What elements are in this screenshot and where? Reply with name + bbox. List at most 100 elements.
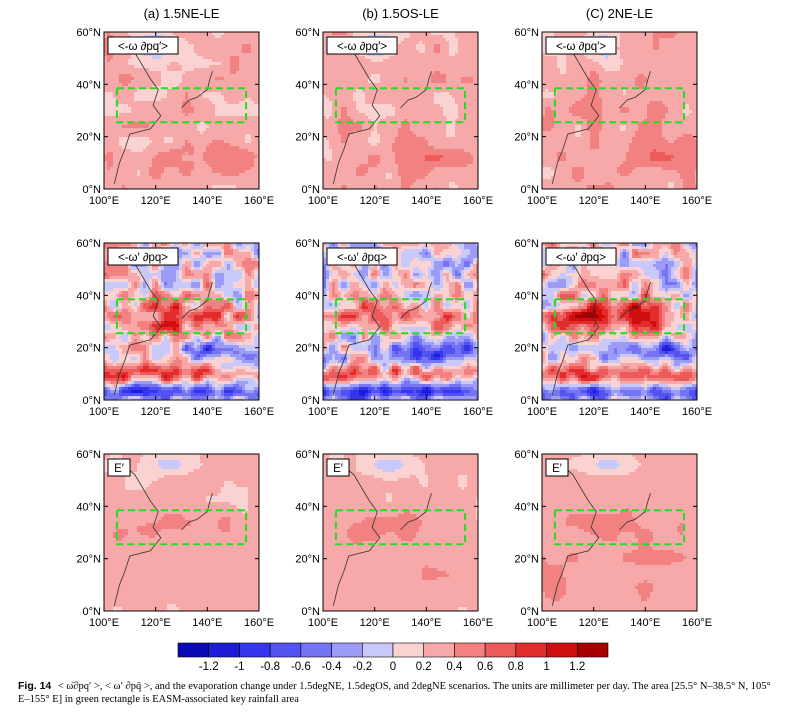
field-cell [164, 92, 167, 95]
field-cell [119, 101, 122, 104]
field-cell [197, 68, 200, 71]
field-cell [182, 41, 185, 44]
field-cell [122, 101, 125, 104]
field-cell [143, 32, 146, 35]
field-cell [233, 95, 236, 98]
field-cell [227, 53, 230, 56]
field-cell [185, 68, 188, 71]
field-cell [221, 74, 224, 77]
field-cell [179, 44, 182, 47]
field-cell [242, 47, 245, 50]
field-cell [179, 53, 182, 56]
field-cell [116, 65, 119, 68]
field-cell [170, 80, 173, 83]
field-cell [248, 56, 251, 59]
field-cell [119, 65, 122, 68]
field-cell [200, 35, 203, 38]
field-cell [116, 77, 119, 80]
field-cell [221, 35, 224, 38]
field-cell [122, 62, 125, 65]
field-cell [212, 92, 215, 95]
field-cell [122, 68, 125, 71]
field-cell [254, 50, 257, 53]
field-cell [188, 95, 191, 98]
field-cell [200, 95, 203, 98]
field-cell [122, 74, 125, 77]
field-cell [233, 50, 236, 53]
field-cell [128, 101, 131, 104]
field-cell [176, 71, 179, 74]
field-cell [233, 71, 236, 74]
field-cell [110, 65, 113, 68]
field-cell [227, 68, 230, 71]
field-cell [140, 89, 143, 92]
field-cell [167, 56, 170, 59]
field-cell [182, 71, 185, 74]
field-cell [188, 101, 191, 104]
field-cell [122, 59, 125, 62]
field-cell [215, 83, 218, 86]
field-cell [152, 32, 155, 35]
field-cell [221, 38, 224, 41]
field-cell [134, 65, 137, 68]
field-cell [191, 89, 194, 92]
field-cell [212, 68, 215, 71]
field-cell [248, 38, 251, 41]
field-cell [251, 56, 254, 59]
field-cell [125, 101, 128, 104]
field-cell [161, 59, 164, 62]
field-cell [206, 59, 209, 62]
field-cell [239, 89, 242, 92]
field-cell [170, 92, 173, 95]
field-cell [203, 68, 206, 71]
column-title-1: (a) 1.5NE-LE [144, 6, 220, 21]
field-cell [116, 71, 119, 74]
field-cell [248, 98, 251, 101]
field-cell [191, 50, 194, 53]
field-cell [239, 53, 242, 56]
field-cell [239, 83, 242, 86]
field-cell [206, 62, 209, 65]
field-cell [191, 41, 194, 44]
field-cell [185, 32, 188, 35]
field-cell [236, 62, 239, 65]
field-cell [161, 80, 164, 83]
field-cell [212, 38, 215, 41]
field-cell [185, 44, 188, 47]
field-cell [173, 56, 176, 59]
field-cell [182, 38, 185, 41]
field-cell [107, 71, 110, 74]
field-cell [206, 101, 209, 104]
field-cell [215, 41, 218, 44]
field-cell [173, 83, 176, 86]
field-cell [233, 68, 236, 71]
field-cell [218, 71, 221, 74]
field-cell [164, 83, 167, 86]
field-cell [230, 80, 233, 83]
field-cell [209, 44, 212, 47]
field-cell [113, 95, 116, 98]
field-cell [233, 77, 236, 80]
field-cell [197, 101, 200, 104]
field-cell [113, 62, 116, 65]
field-cell [128, 89, 131, 92]
field-cell [206, 98, 209, 101]
field-cell [230, 32, 233, 35]
field-cell [236, 38, 239, 41]
field-cell [134, 101, 137, 104]
field-cell [254, 32, 257, 35]
field-cell [131, 77, 134, 80]
field-cell [236, 71, 239, 74]
map-panel-1: <-ω ∂pq′>100°E 120°E 140°E 160°E0°N20°N40°N… [76, 27, 274, 207]
field-cell [248, 92, 251, 95]
field-cell [251, 50, 254, 53]
field-cell [143, 89, 146, 92]
field-cell [215, 44, 218, 47]
field-cell [203, 35, 206, 38]
field-cell [146, 95, 149, 98]
field-cell [236, 68, 239, 71]
field-cell [230, 35, 233, 38]
field-cell [179, 86, 182, 89]
field-cell [167, 92, 170, 95]
field-cell [218, 83, 221, 86]
